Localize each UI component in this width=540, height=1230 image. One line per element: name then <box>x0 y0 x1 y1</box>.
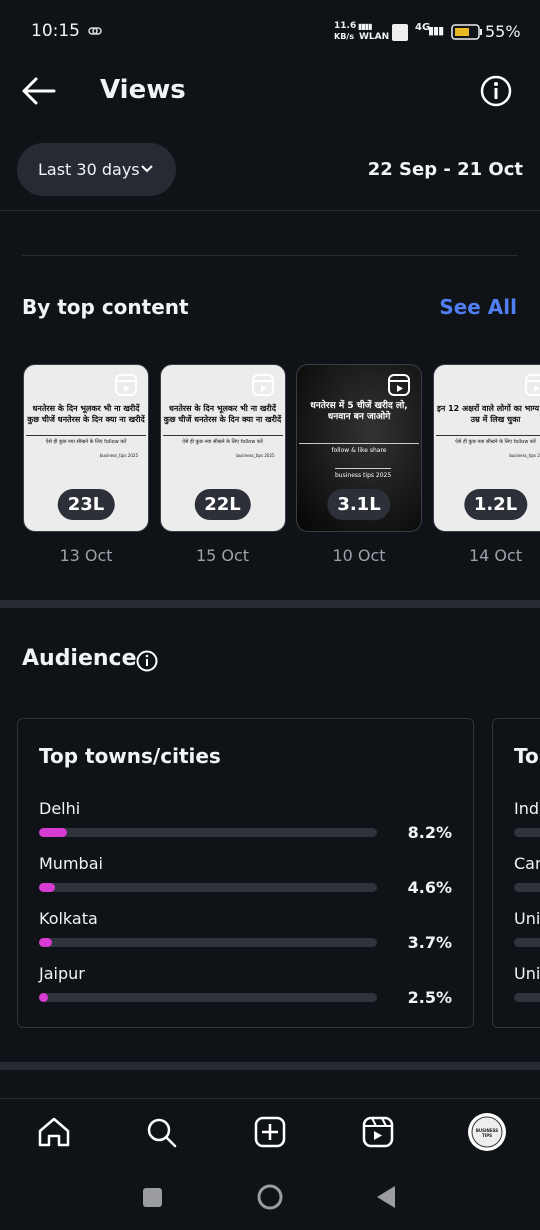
section-title: Audience <box>22 646 137 671</box>
bar-fill <box>39 828 67 837</box>
bottom-nav <box>38 1113 506 1210</box>
thumb-footer: business_tips 2025 <box>509 453 540 458</box>
bar-track <box>514 938 540 947</box>
reel-icon <box>251 374 274 396</box>
view-count: 1.2L <box>463 489 528 520</box>
row-name: Jaipur <box>39 964 85 983</box>
bar-fill <box>39 993 48 1002</box>
bar-track <box>39 938 377 947</box>
back-button[interactable] <box>20 76 56 106</box>
row-percent: 8.2% <box>407 823 452 842</box>
row-name: Delhi <box>39 799 81 818</box>
create-tab[interactable] <box>254 1116 286 1148</box>
avatar <box>471 1116 503 1148</box>
reel-icon <box>524 374 540 396</box>
bar-track <box>514 883 540 892</box>
clock: 10:15 <box>31 21 80 41</box>
content-thumbnail[interactable]: धनतेरस के दिन भूलकर भी ना खरीदें कुछ चीज… <box>159 364 286 532</box>
section-title: By top content <box>22 295 189 319</box>
volte-icon <box>392 24 408 41</box>
thumb-headline: धनतेरस के दिन भूलकर भी ना खरीदें कुछ चीज… <box>163 404 282 424</box>
bar-track <box>39 828 377 837</box>
bar-fill <box>39 883 55 892</box>
content-thumbnail[interactable]: इन 12 अक्षरों वाले लोगों का भाग्य लंबी उ… <box>432 364 540 532</box>
row-percent: 4.6% <box>407 878 452 897</box>
row-name: Unit <box>514 964 540 983</box>
row-name: Kolkata <box>39 909 98 928</box>
reel-icon <box>388 374 410 396</box>
avatar-text: BUSINESS TIPS <box>475 1128 499 1138</box>
view-count: 23L <box>57 489 115 520</box>
row-name: Indi <box>514 799 540 818</box>
reel-icon <box>115 374 137 396</box>
row-name: Can <box>514 854 540 873</box>
nav-border <box>0 1098 540 1099</box>
post-date: 14 Oct <box>468 546 523 565</box>
bar-track <box>39 883 377 892</box>
home-button[interactable] <box>257 1184 283 1210</box>
wifi-dots: ▮▮▮▮ <box>358 22 373 31</box>
thumb-subline: follow & like share <box>299 443 419 454</box>
view-count: 3.1L <box>327 489 391 520</box>
post-date: 13 Oct <box>59 546 113 565</box>
date-range: 22 Sep - 21 Oct <box>367 159 523 180</box>
thumb-subline: ऐसे ही कुछ नया सीखने के लिए follow करें <box>162 435 283 445</box>
divider <box>0 600 540 608</box>
info-button[interactable] <box>480 75 512 107</box>
signal: ▮▮▮ <box>428 24 444 37</box>
thumb-footer: business_tips 2025 <box>236 453 275 458</box>
link-icon <box>88 27 102 35</box>
row-percent: 3.7% <box>407 933 452 952</box>
bar-track <box>514 828 540 837</box>
net-type: 4G <box>415 22 431 33</box>
wifi-label: WLAN <box>359 32 390 42</box>
bar-track <box>514 993 540 1002</box>
divider <box>22 255 518 256</box>
audience-card: Top Indi Can Unit Unit <box>492 718 540 1028</box>
net-speed: 11.6 <box>334 21 357 31</box>
thumb-headline: धनतेरस में 5 चीजें खरीद लो, धनवान बन जाओ… <box>310 401 408 422</box>
audience-card: Top towns/cities Delhi 8.2% Mumbai 4.6% Kolka… <box>17 718 474 1028</box>
thumb-subline: ऐसे ही कुछ नया सीखने के लिए follow करें <box>435 435 540 445</box>
info-icon[interactable] <box>136 650 158 672</box>
bar-track <box>39 993 377 1002</box>
post-date: 10 Oct <box>332 546 386 565</box>
chevron <box>141 165 153 173</box>
thumb-headline: इन 12 अक्षरों वाले लोगों का भाग्य लंबी उ… <box>436 404 540 424</box>
page-title: Views <box>100 75 186 105</box>
battery-icon <box>451 24 482 40</box>
card-title: Top towns/cities <box>39 744 221 768</box>
view-count: 22L <box>194 489 251 520</box>
back-nav[interactable] <box>377 1186 395 1208</box>
see-all[interactable]: See All <box>439 295 517 319</box>
divider <box>0 210 540 211</box>
row-name: Mumbai <box>39 854 103 873</box>
divider <box>0 1062 540 1070</box>
row-name: Unit <box>514 909 540 928</box>
thumb-subline: ऐसे ही कुछ नया सीखने के लिए follow करें <box>26 435 146 445</box>
battery: 55% <box>485 22 521 41</box>
thumb-footer: business_tips 2025 <box>99 453 138 458</box>
reels-tab[interactable] <box>362 1116 394 1148</box>
post-date: 15 Oct <box>195 546 250 565</box>
home-tab[interactable] <box>38 1117 70 1147</box>
card-title: Top <box>514 744 540 768</box>
thumb-footer: business tips 2025 <box>335 468 392 479</box>
content-thumbnail[interactable]: धनतेरस में 5 चीजें खरीद लो, धनवान बन जाओ… <box>296 364 422 532</box>
net-unit: KB/s <box>334 32 354 41</box>
range-label: Last 30 days <box>38 160 140 179</box>
content-thumbnail[interactable]: धनतेरस के दिन भूलकर भी ना खरीदें कुछ चीज… <box>23 364 149 532</box>
bar-fill <box>39 938 52 947</box>
thumb-headline: धनतेरस के दिन भूलकर भी ना खरीदें कुछ चीज… <box>27 404 145 424</box>
row-percent: 2.5% <box>407 988 452 1007</box>
recents-button[interactable] <box>143 1188 162 1207</box>
search-tab[interactable] <box>147 1118 177 1148</box>
